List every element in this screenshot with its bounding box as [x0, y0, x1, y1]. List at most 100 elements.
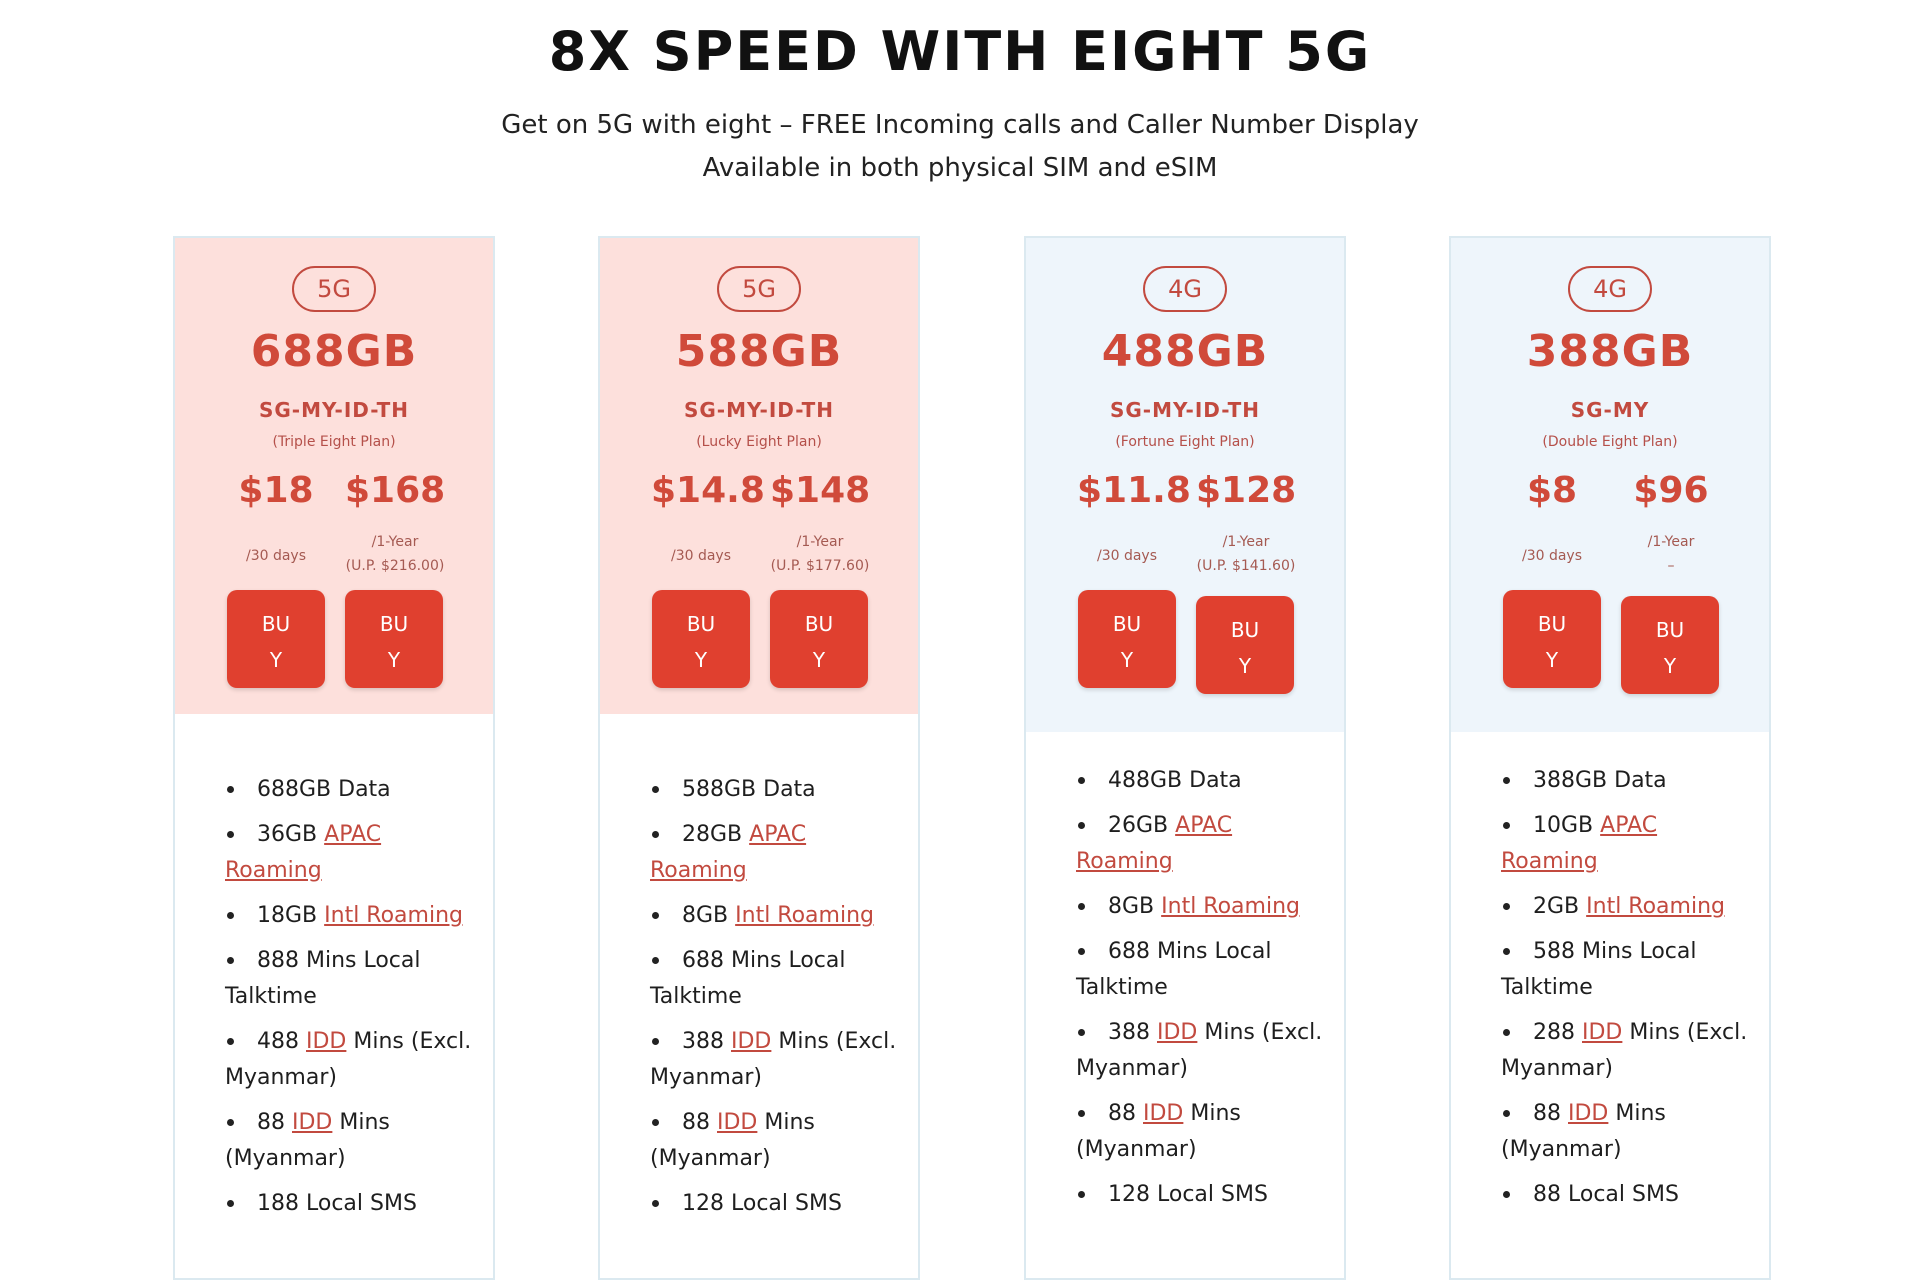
feature-local-sms: 88 Local SMS [1501, 1177, 1757, 1213]
intl-roaming-link[interactable]: Intl Roaming [735, 903, 874, 928]
period-monthly: /30 days [1521, 548, 1583, 564]
idd-link[interactable]: IDD [717, 1110, 758, 1135]
feature-list: 388GB Data 10GB APAC Roaming 2GB Intl Ro… [1501, 763, 1757, 1222]
page-subtitle-esim: Available in both physical SIM and eSIM [702, 153, 1218, 183]
period-yearly: /1-Year [796, 534, 844, 550]
buy-monthly-button[interactable]: BU Y [1503, 590, 1601, 688]
feature-intl-roaming: 8GB Intl Roaming [650, 898, 906, 934]
page-title: 8X SPEED WITH EIGHT 5G [548, 20, 1372, 83]
period-yearly: /1-Year [371, 534, 419, 550]
feature-idd-excl-myanmar: 388 IDD Mins (Excl. Myanmar) [1076, 1015, 1332, 1087]
feature-local-sms: 188 Local SMS [225, 1186, 481, 1222]
feature-data: 488GB Data [1076, 763, 1332, 799]
plan-region: SG-MY-ID-TH [683, 398, 835, 422]
feature-list: 588GB Data 28GB APAC Roaming 8GB Intl Ro… [650, 772, 906, 1231]
buy-yearly-button[interactable]: BU Y [1196, 596, 1294, 694]
plan-card-header: 5G 688GB SG-MY-ID-TH (Triple Eight Plan)… [175, 238, 493, 714]
feature-idd-excl-myanmar: 288 IDD Mins (Excl. Myanmar) [1501, 1015, 1757, 1087]
plan-card-lucky-eight: 5G 588GB SG-MY-ID-TH (Lucky Eight Plan) … [598, 236, 920, 1280]
page-subtitle: Get on 5G with eight – FREE Incoming cal… [501, 110, 1419, 140]
plan-data-amount: 488GB [1101, 326, 1269, 377]
intl-roaming-link[interactable]: Intl Roaming [1161, 894, 1300, 919]
idd-link[interactable]: IDD [1143, 1101, 1184, 1126]
usual-price: (U.P. $216.00) [345, 558, 445, 574]
feature-local-talktime: 688 Mins Local Talktime [650, 943, 906, 1015]
network-badge: 5G [292, 266, 376, 312]
feature-idd-excl-myanmar: 388 IDD Mins (Excl. Myanmar) [650, 1024, 906, 1096]
feature-list: 488GB Data 26GB APAC Roaming 8GB Intl Ro… [1076, 763, 1332, 1222]
feature-apac-roaming: 36GB APAC Roaming [225, 817, 481, 889]
feature-data: 388GB Data [1501, 763, 1757, 799]
network-badge: 4G [1143, 266, 1227, 312]
feature-list: 688GB Data 36GB APAC Roaming 18GB Intl R… [225, 772, 481, 1231]
intl-roaming-link[interactable]: Intl Roaming [324, 903, 463, 928]
feature-local-sms: 128 Local SMS [1076, 1177, 1332, 1213]
price-yearly: $148 [770, 470, 871, 511]
idd-link[interactable]: IDD [731, 1029, 772, 1054]
feature-local-sms: 128 Local SMS [650, 1186, 906, 1222]
plan-card-fortune-eight: 4G 488GB SG-MY-ID-TH (Fortune Eight Plan… [1024, 236, 1346, 1280]
period-yearly: /1-Year [1222, 534, 1270, 550]
network-badge: 4G [1568, 266, 1652, 312]
plan-name: (Triple Eight Plan) [272, 434, 396, 450]
plan-data-amount: 388GB [1526, 326, 1694, 377]
buy-monthly-button[interactable]: BU Y [227, 590, 325, 688]
price-monthly: $8 [1526, 470, 1578, 511]
usual-price: – [1667, 558, 1675, 574]
intl-roaming-link[interactable]: Intl Roaming [1586, 894, 1725, 919]
usual-price: (U.P. $141.60) [1196, 558, 1296, 574]
buy-monthly-button[interactable]: BU Y [1078, 590, 1176, 688]
feature-idd-myanmar: 88 IDD Mins (Myanmar) [650, 1105, 906, 1177]
idd-link[interactable]: IDD [1568, 1101, 1609, 1126]
plan-region: SG-MY-ID-TH [1109, 398, 1261, 422]
buy-yearly-button[interactable]: BU Y [770, 590, 868, 688]
buy-yearly-button[interactable]: BU Y [345, 590, 443, 688]
apac-roaming-link[interactable]: APAC Roaming [225, 822, 382, 883]
feature-apac-roaming: 10GB APAC Roaming [1501, 808, 1757, 880]
plan-region: SG-MY [1570, 398, 1650, 422]
price-yearly: $168 [345, 470, 446, 511]
idd-link[interactable]: IDD [306, 1029, 347, 1054]
plan-data-amount: 688GB [250, 326, 418, 377]
plan-name: (Fortune Eight Plan) [1115, 434, 1255, 450]
period-monthly: /30 days [245, 548, 307, 564]
price-monthly: $18 [238, 470, 314, 511]
plan-card-header: 4G 388GB SG-MY (Double Eight Plan) $8 $9… [1451, 238, 1769, 732]
feature-intl-roaming: 8GB Intl Roaming [1076, 889, 1332, 925]
price-yearly: $128 [1196, 470, 1297, 511]
feature-data: 688GB Data [225, 772, 481, 808]
idd-link[interactable]: IDD [1582, 1020, 1623, 1045]
apac-roaming-link[interactable]: APAC Roaming [1501, 813, 1658, 874]
feature-intl-roaming: 2GB Intl Roaming [1501, 889, 1757, 925]
plan-card-header: 5G 588GB SG-MY-ID-TH (Lucky Eight Plan) … [600, 238, 918, 714]
apac-roaming-link[interactable]: APAC Roaming [1076, 813, 1233, 874]
plan-name: (Lucky Eight Plan) [696, 434, 822, 450]
buy-monthly-button[interactable]: BU Y [652, 590, 750, 688]
plan-region: SG-MY-ID-TH [258, 398, 410, 422]
feature-local-talktime: 688 Mins Local Talktime [1076, 934, 1332, 1006]
idd-link[interactable]: IDD [1157, 1020, 1198, 1045]
network-badge: 5G [717, 266, 801, 312]
feature-intl-roaming: 18GB Intl Roaming [225, 898, 481, 934]
feature-idd-myanmar: 88 IDD Mins (Myanmar) [225, 1105, 481, 1177]
period-yearly: /1-Year [1647, 534, 1695, 550]
price-monthly: $14.8 [651, 470, 765, 511]
usual-price: (U.P. $177.60) [770, 558, 870, 574]
feature-local-talktime: 588 Mins Local Talktime [1501, 934, 1757, 1006]
period-monthly: /30 days [670, 548, 732, 564]
feature-data: 588GB Data [650, 772, 906, 808]
plan-card-triple-eight: 5G 688GB SG-MY-ID-TH (Triple Eight Plan)… [173, 236, 495, 1280]
apac-roaming-link[interactable]: APAC Roaming [650, 822, 807, 883]
plan-card-double-eight: 4G 388GB SG-MY (Double Eight Plan) $8 $9… [1449, 236, 1771, 1280]
plan-data-amount: 588GB [675, 326, 843, 377]
feature-apac-roaming: 26GB APAC Roaming [1076, 808, 1332, 880]
feature-idd-myanmar: 88 IDD Mins (Myanmar) [1076, 1096, 1332, 1168]
period-monthly: /30 days [1096, 548, 1158, 564]
idd-link[interactable]: IDD [292, 1110, 333, 1135]
feature-local-talktime: 888 Mins Local Talktime [225, 943, 481, 1015]
buy-yearly-button[interactable]: BU Y [1621, 596, 1719, 694]
feature-apac-roaming: 28GB APAC Roaming [650, 817, 906, 889]
plan-card-header: 4G 488GB SG-MY-ID-TH (Fortune Eight Plan… [1026, 238, 1344, 732]
price-yearly: $96 [1633, 470, 1709, 511]
feature-idd-myanmar: 88 IDD Mins (Myanmar) [1501, 1096, 1757, 1168]
